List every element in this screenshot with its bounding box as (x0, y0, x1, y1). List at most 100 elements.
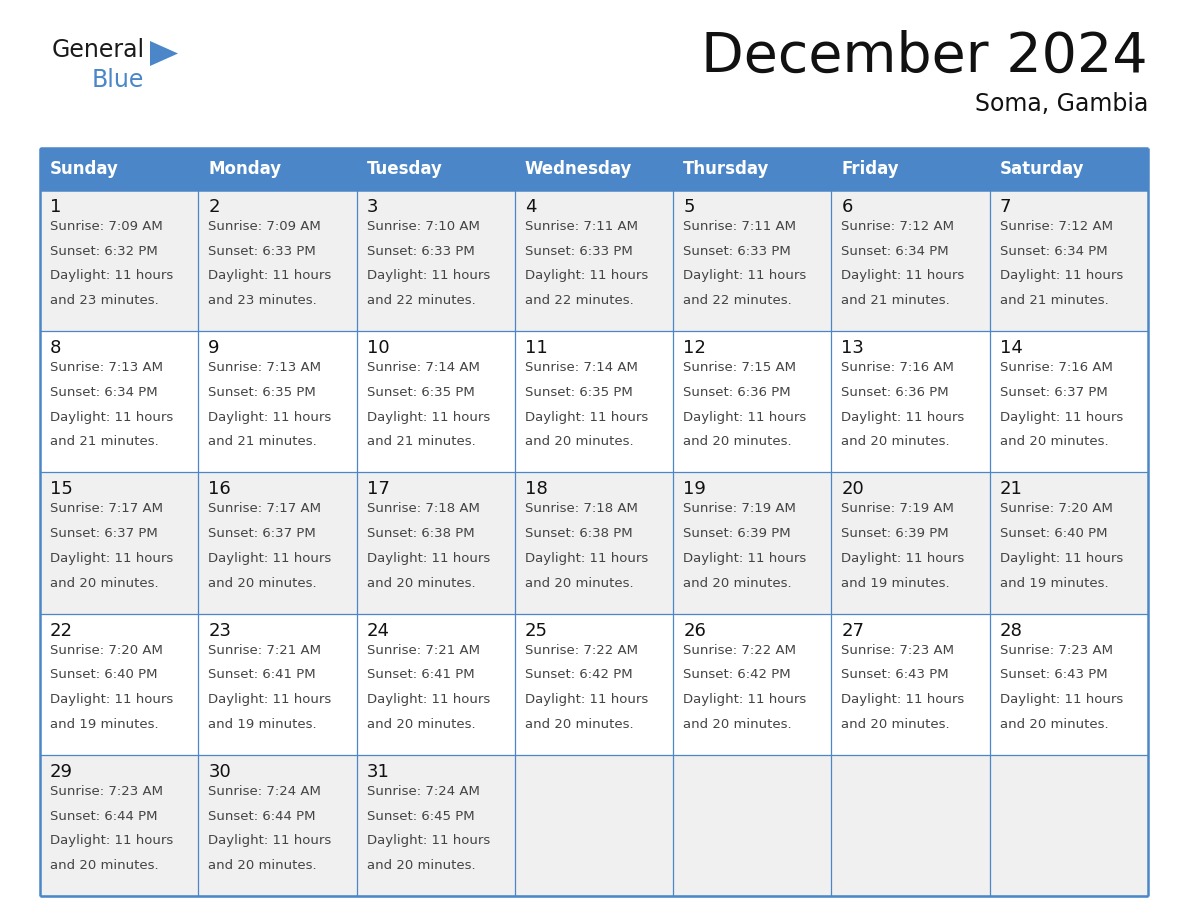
Text: Sunset: 6:43 PM: Sunset: 6:43 PM (841, 668, 949, 681)
Text: Daylight: 11 hours: Daylight: 11 hours (208, 410, 331, 423)
Text: Daylight: 11 hours: Daylight: 11 hours (841, 269, 965, 283)
Text: and 19 minutes.: and 19 minutes. (208, 718, 317, 731)
Text: Sunrise: 7:16 AM: Sunrise: 7:16 AM (1000, 361, 1113, 375)
Text: Sunrise: 7:24 AM: Sunrise: 7:24 AM (367, 785, 480, 798)
Text: Sunrise: 7:21 AM: Sunrise: 7:21 AM (367, 644, 480, 656)
Text: Sunset: 6:43 PM: Sunset: 6:43 PM (1000, 668, 1107, 681)
Polygon shape (150, 41, 178, 66)
Text: 17: 17 (367, 480, 390, 498)
Text: Daylight: 11 hours: Daylight: 11 hours (50, 834, 173, 847)
Text: and 20 minutes.: and 20 minutes. (50, 859, 159, 872)
Text: Sunset: 6:41 PM: Sunset: 6:41 PM (208, 668, 316, 681)
Text: 14: 14 (1000, 339, 1023, 357)
Text: and 23 minutes.: and 23 minutes. (208, 294, 317, 308)
Text: Sunset: 6:33 PM: Sunset: 6:33 PM (683, 245, 791, 258)
Text: Daylight: 11 hours: Daylight: 11 hours (367, 552, 489, 565)
Text: and 20 minutes.: and 20 minutes. (841, 435, 950, 448)
Text: Friday: Friday (841, 160, 899, 178)
Text: Sunrise: 7:12 AM: Sunrise: 7:12 AM (1000, 220, 1113, 233)
Text: and 22 minutes.: and 22 minutes. (683, 294, 792, 308)
Text: and 20 minutes.: and 20 minutes. (683, 577, 791, 589)
Text: Sunrise: 7:22 AM: Sunrise: 7:22 AM (525, 644, 638, 656)
Bar (40, 473, 1148, 613)
Text: 12: 12 (683, 339, 706, 357)
Text: Sunset: 6:35 PM: Sunset: 6:35 PM (367, 386, 474, 399)
Text: and 20 minutes.: and 20 minutes. (208, 577, 317, 589)
Text: Sunset: 6:45 PM: Sunset: 6:45 PM (367, 810, 474, 823)
Text: 15: 15 (50, 480, 72, 498)
Text: Monday: Monday (208, 160, 282, 178)
Text: 18: 18 (525, 480, 548, 498)
Bar (40, 148, 1148, 190)
Text: and 20 minutes.: and 20 minutes. (367, 718, 475, 731)
Text: Daylight: 11 hours: Daylight: 11 hours (525, 269, 649, 283)
Text: Daylight: 11 hours: Daylight: 11 hours (50, 693, 173, 706)
Text: Wednesday: Wednesday (525, 160, 632, 178)
Text: Sunrise: 7:18 AM: Sunrise: 7:18 AM (525, 502, 638, 515)
Text: 13: 13 (841, 339, 865, 357)
Text: Sunrise: 7:20 AM: Sunrise: 7:20 AM (1000, 502, 1113, 515)
Text: Daylight: 11 hours: Daylight: 11 hours (525, 693, 649, 706)
Text: and 20 minutes.: and 20 minutes. (208, 859, 317, 872)
Text: Sunset: 6:40 PM: Sunset: 6:40 PM (50, 668, 158, 681)
Text: Sunset: 6:39 PM: Sunset: 6:39 PM (841, 527, 949, 540)
Text: Daylight: 11 hours: Daylight: 11 hours (841, 410, 965, 423)
Text: Daylight: 11 hours: Daylight: 11 hours (208, 834, 331, 847)
Text: 11: 11 (525, 339, 548, 357)
Text: Sunset: 6:33 PM: Sunset: 6:33 PM (525, 245, 632, 258)
Text: Daylight: 11 hours: Daylight: 11 hours (367, 410, 489, 423)
Text: and 20 minutes.: and 20 minutes. (1000, 718, 1108, 731)
Text: 23: 23 (208, 621, 232, 640)
Text: Sunset: 6:40 PM: Sunset: 6:40 PM (1000, 527, 1107, 540)
Text: and 21 minutes.: and 21 minutes. (208, 435, 317, 448)
Bar (40, 190, 1148, 331)
Text: Sunrise: 7:23 AM: Sunrise: 7:23 AM (841, 644, 954, 656)
Text: 27: 27 (841, 621, 865, 640)
Text: 21: 21 (1000, 480, 1023, 498)
Text: 10: 10 (367, 339, 390, 357)
Text: Blue: Blue (91, 68, 145, 92)
Text: Sunrise: 7:12 AM: Sunrise: 7:12 AM (841, 220, 954, 233)
Text: 24: 24 (367, 621, 390, 640)
Text: 29: 29 (50, 763, 72, 781)
Text: and 20 minutes.: and 20 minutes. (683, 435, 791, 448)
Text: Sunrise: 7:21 AM: Sunrise: 7:21 AM (208, 644, 321, 656)
Text: 26: 26 (683, 621, 706, 640)
Text: Sunset: 6:41 PM: Sunset: 6:41 PM (367, 668, 474, 681)
Text: and 21 minutes.: and 21 minutes. (1000, 294, 1108, 308)
Text: Sunrise: 7:18 AM: Sunrise: 7:18 AM (367, 502, 480, 515)
Text: Sunset: 6:34 PM: Sunset: 6:34 PM (841, 245, 949, 258)
Text: and 20 minutes.: and 20 minutes. (841, 718, 950, 731)
Text: 7: 7 (1000, 198, 1011, 216)
Text: Daylight: 11 hours: Daylight: 11 hours (367, 834, 489, 847)
Text: 3: 3 (367, 198, 378, 216)
Text: 31: 31 (367, 763, 390, 781)
Text: Sunrise: 7:11 AM: Sunrise: 7:11 AM (683, 220, 796, 233)
Text: and 21 minutes.: and 21 minutes. (841, 294, 950, 308)
Text: and 22 minutes.: and 22 minutes. (525, 294, 633, 308)
Text: 1: 1 (50, 198, 62, 216)
Text: 9: 9 (208, 339, 220, 357)
Text: 4: 4 (525, 198, 536, 216)
Text: Daylight: 11 hours: Daylight: 11 hours (525, 552, 649, 565)
Bar (40, 755, 1148, 896)
Text: 6: 6 (841, 198, 853, 216)
Text: Daylight: 11 hours: Daylight: 11 hours (367, 269, 489, 283)
Text: Sunrise: 7:19 AM: Sunrise: 7:19 AM (841, 502, 954, 515)
Text: Daylight: 11 hours: Daylight: 11 hours (208, 269, 331, 283)
Text: Sunset: 6:39 PM: Sunset: 6:39 PM (683, 527, 791, 540)
Text: and 20 minutes.: and 20 minutes. (367, 577, 475, 589)
Text: Sunset: 6:32 PM: Sunset: 6:32 PM (50, 245, 158, 258)
Text: Daylight: 11 hours: Daylight: 11 hours (841, 693, 965, 706)
Text: and 20 minutes.: and 20 minutes. (525, 577, 633, 589)
Text: Daylight: 11 hours: Daylight: 11 hours (50, 552, 173, 565)
Text: 8: 8 (50, 339, 62, 357)
Text: Sunset: 6:36 PM: Sunset: 6:36 PM (683, 386, 791, 399)
Text: Sunrise: 7:17 AM: Sunrise: 7:17 AM (50, 502, 163, 515)
Text: Daylight: 11 hours: Daylight: 11 hours (1000, 693, 1123, 706)
Text: Daylight: 11 hours: Daylight: 11 hours (367, 693, 489, 706)
Text: Thursday: Thursday (683, 160, 770, 178)
Text: 20: 20 (841, 480, 864, 498)
Text: Sunset: 6:38 PM: Sunset: 6:38 PM (525, 527, 632, 540)
Text: Sunrise: 7:09 AM: Sunrise: 7:09 AM (208, 220, 321, 233)
